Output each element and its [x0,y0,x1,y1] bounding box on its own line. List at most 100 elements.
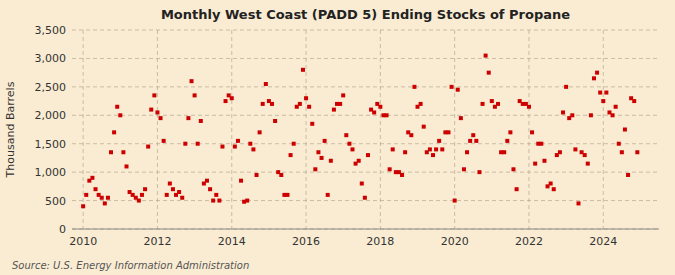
x-axis-line [72,229,659,230]
point [527,105,531,109]
point [357,159,361,163]
point [366,153,370,157]
point [595,71,599,75]
point [462,167,466,171]
x-grid-line [603,30,604,229]
point [109,150,113,154]
points [81,54,639,209]
x-tick-label: 2018 [366,235,394,248]
y-tick-label: 2,000 [35,109,67,122]
point [205,179,209,183]
point [261,102,265,106]
point [583,153,587,157]
point [422,125,426,129]
point [251,147,255,151]
point [279,173,283,177]
point [490,99,494,103]
x-grid-line [528,30,529,229]
point [264,82,268,86]
point [217,199,221,203]
point [292,142,296,146]
point [245,199,249,203]
point [190,79,194,83]
point [304,96,308,100]
point [400,173,404,177]
point [338,102,342,106]
point [552,187,556,191]
point [614,105,618,109]
point [431,153,435,157]
source-note: Source: U.S. Energy Information Administ… [12,260,249,271]
point [81,204,85,208]
point [301,68,305,72]
point [183,142,187,146]
point [385,113,389,117]
point [180,196,184,200]
point [632,99,636,103]
point [313,167,317,171]
chart: Monthly West Coast (PADD 5) Ending Stock… [0,0,675,275]
point [332,108,336,112]
point [453,199,457,203]
point [143,187,147,191]
x-tick-label: 2022 [515,235,543,248]
point [511,167,515,171]
point [533,162,537,166]
point [589,113,593,117]
point [347,142,351,146]
point [604,91,608,95]
x-grid-line [231,30,232,229]
point [592,76,596,80]
grid [72,30,659,229]
background [0,0,675,275]
point [125,164,129,168]
point [329,159,333,163]
point [477,170,481,174]
y-tick-label: 3,500 [35,24,67,37]
point [165,193,169,197]
point [326,193,330,197]
y-tick-label: 2,500 [35,81,67,94]
point [388,167,392,171]
y-grid-line [72,58,659,59]
point [149,108,153,112]
y-tick-label: 1,500 [35,138,67,151]
point [84,193,88,197]
point [586,162,590,166]
point [307,105,311,109]
point [137,199,141,203]
x-tick-label: 2020 [441,235,469,248]
point [118,113,122,117]
point [115,105,119,109]
x-grid-line [157,30,158,229]
point [626,173,630,177]
y-tick-label: 3,000 [35,52,67,65]
point [323,139,327,143]
y-grid-line [72,172,659,173]
y-tick-label: 500 [45,195,66,208]
point [193,93,197,97]
point [409,133,413,137]
point [570,113,574,117]
point [344,133,348,137]
point [208,187,212,191]
point [146,145,150,149]
point [459,116,463,120]
point [601,99,605,103]
point [159,116,163,120]
point [446,130,450,134]
point [496,102,500,106]
point [196,142,200,146]
y-grid-line [72,200,659,201]
point [360,182,364,186]
point [549,182,553,186]
point [515,187,519,191]
point [186,116,190,120]
point [199,119,203,123]
point [372,110,376,114]
point [177,190,181,194]
point [230,96,234,100]
point [437,139,441,143]
point [341,93,345,97]
y-grid-line [72,30,659,31]
